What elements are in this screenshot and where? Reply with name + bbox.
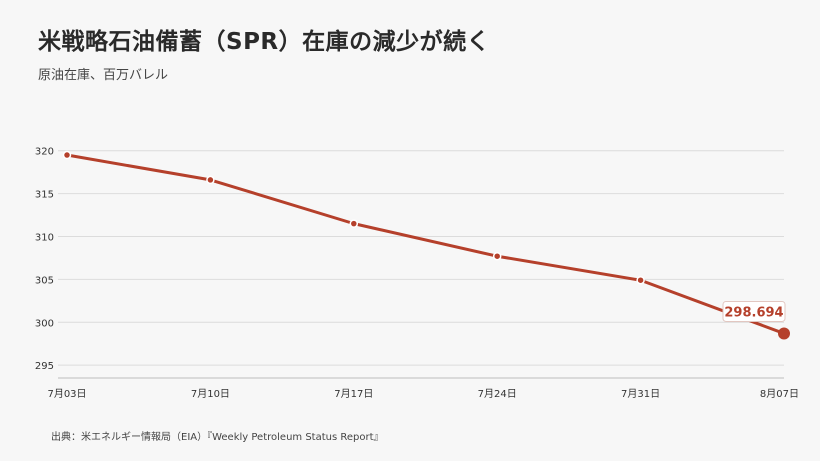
x-tick-label: 7月31日 [621, 388, 660, 400]
source-note: 出典：米エネルギー情報局（EIA）『Weekly Petroleum Statu… [51, 432, 384, 443]
x-tick-label: 7月10日 [191, 388, 230, 400]
chart-subtitle: 原油在庫、百万バレル [38, 68, 169, 83]
y-tick-label: 315 [35, 190, 54, 201]
value-label-box [722, 300, 786, 322]
data-point [206, 175, 215, 185]
last-data-point [778, 327, 790, 340]
series-line [66, 153, 785, 335]
value-label: 298.694 [724, 305, 783, 320]
x-tick-label: 7月17日 [334, 388, 373, 400]
data-point [349, 219, 359, 228]
x-tick-label: 7月03日 [47, 388, 86, 400]
x-tick-label: 7月24日 [478, 388, 517, 400]
y-tick-label: 295 [35, 361, 54, 372]
y-tick-label: 305 [35, 275, 54, 286]
data-point [62, 150, 72, 160]
x-tick-label: 8月07日 [760, 388, 799, 400]
y-tick-label: 320 [35, 147, 54, 158]
data-point [636, 275, 645, 285]
data-point [492, 251, 502, 261]
y-tick-label: 300 [35, 318, 54, 329]
chart-title: 米戦略石油備蓄（SPR）在庫の減少が続く [38, 29, 491, 55]
y-tick-label: 310 [35, 232, 54, 243]
